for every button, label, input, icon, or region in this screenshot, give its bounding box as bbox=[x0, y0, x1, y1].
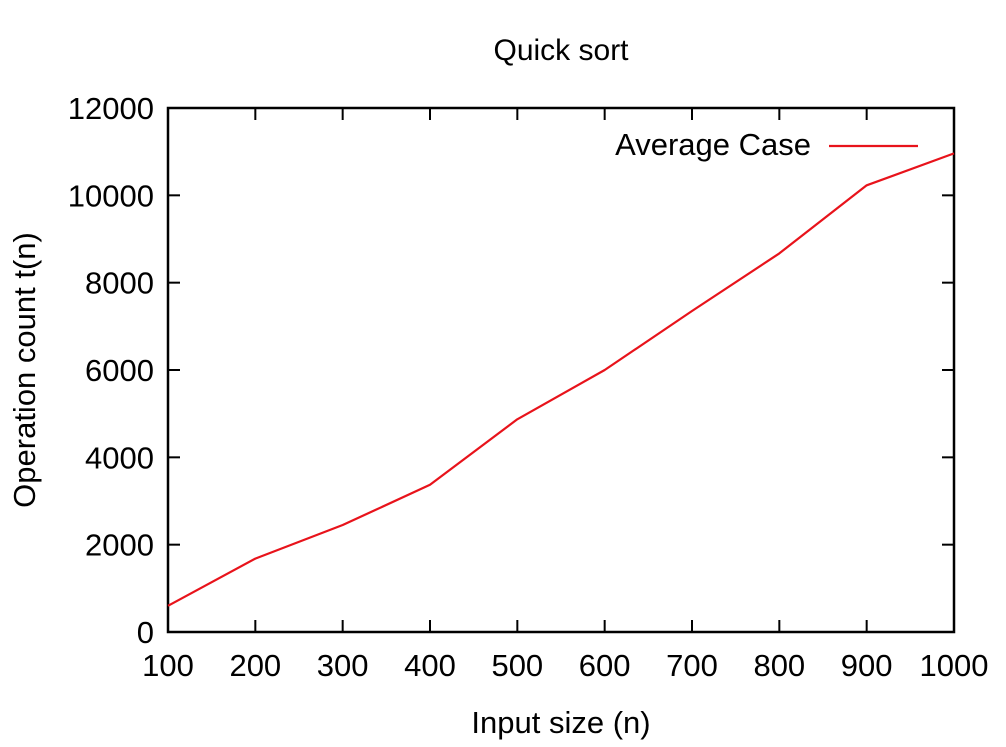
x-tick-label: 200 bbox=[229, 648, 281, 683]
series-line-average-case bbox=[167, 152, 955, 607]
x-tick-label: 600 bbox=[579, 648, 631, 683]
y-tick-label: 0 bbox=[137, 615, 154, 650]
series-layer bbox=[167, 152, 955, 607]
chart-title: Quick sort bbox=[493, 34, 629, 67]
y-tick-label: 6000 bbox=[85, 353, 154, 388]
legend: Average Case bbox=[615, 127, 918, 162]
plot-frame bbox=[166, 106, 956, 634]
y-tick-label: 8000 bbox=[85, 266, 154, 301]
x-tick-label: 700 bbox=[666, 648, 718, 683]
y-axis: 0 2000 4000 6000 8000 10000 12000 bbox=[68, 91, 954, 650]
y-axis-label: Operation count t(n) bbox=[7, 232, 42, 508]
y-tick-label: 10000 bbox=[68, 178, 154, 213]
x-tick-label: 500 bbox=[491, 648, 543, 683]
y-tick-label: 12000 bbox=[68, 91, 154, 126]
y-tick-label: 2000 bbox=[85, 528, 154, 563]
x-tick-label: 900 bbox=[841, 648, 893, 683]
legend-label: Average Case bbox=[615, 127, 811, 162]
x-tick-label: 1000 bbox=[920, 648, 989, 683]
y-tick-label: 4000 bbox=[85, 440, 154, 475]
x-tick-label: 300 bbox=[317, 648, 369, 683]
x-axis-label: Input size (n) bbox=[471, 705, 650, 740]
x-tick-label: 400 bbox=[404, 648, 456, 683]
x-tick-label: 100 bbox=[142, 648, 194, 683]
x-axis: 100 200 300 400 500 600 700 800 900 1000 bbox=[142, 108, 988, 683]
x-tick-label: 800 bbox=[753, 648, 805, 683]
